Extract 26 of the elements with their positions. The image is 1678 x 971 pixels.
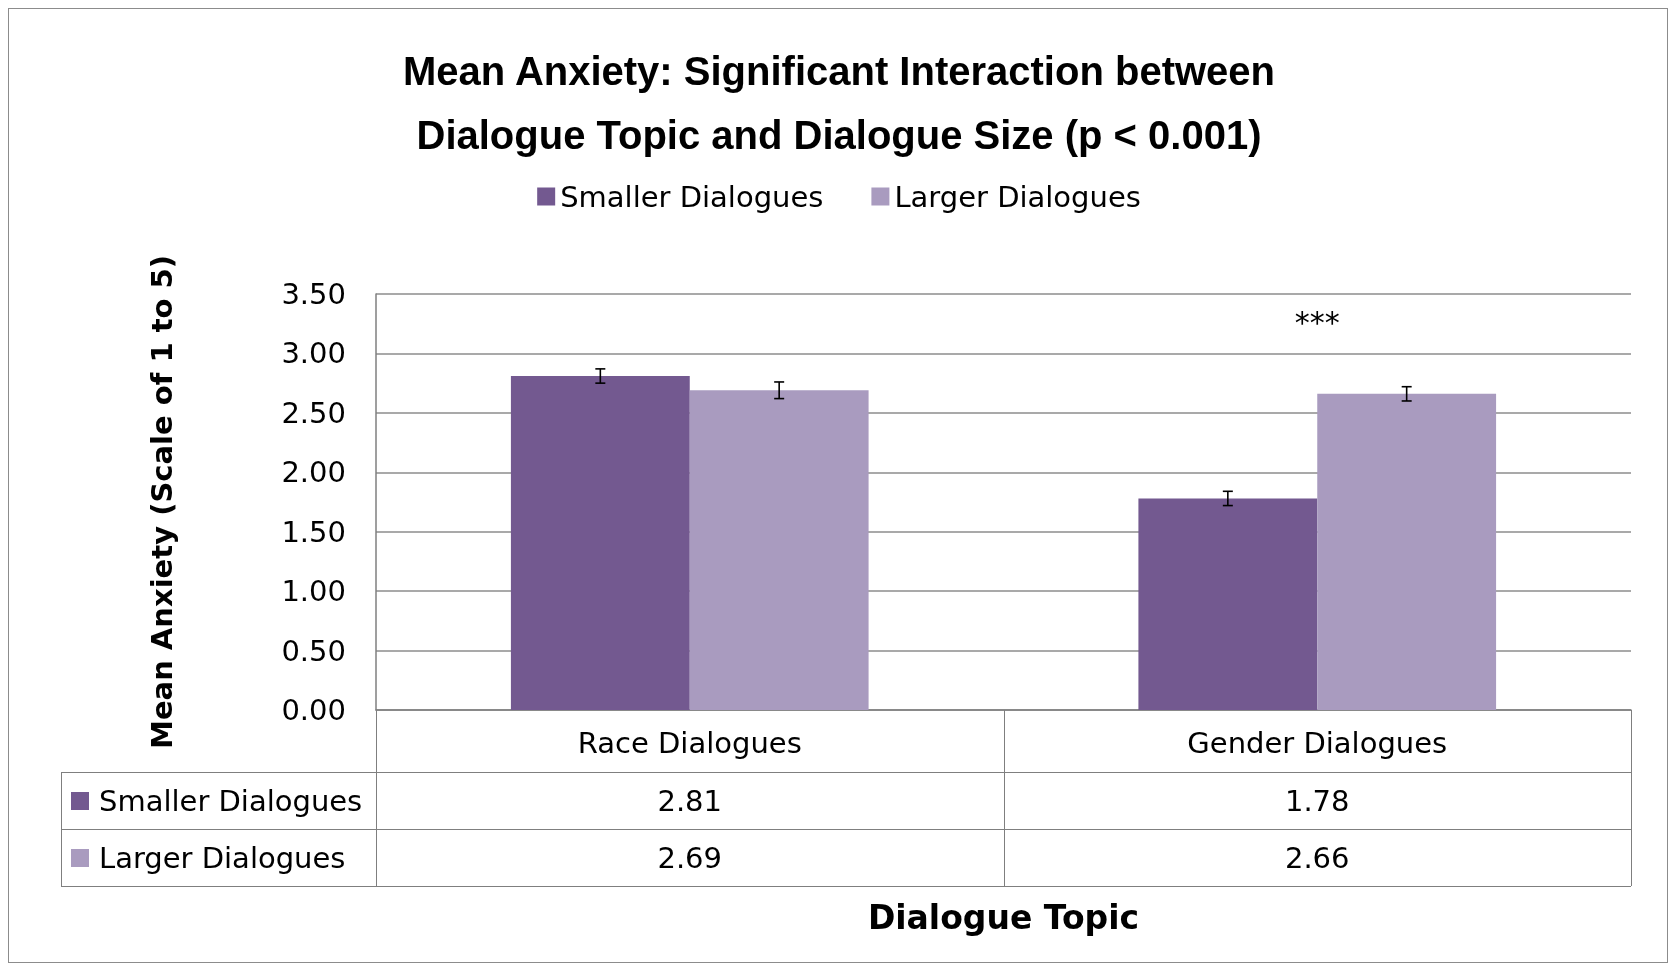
y-tick-label: 0.00 bbox=[281, 693, 346, 727]
x-tick-label: Race Dialogues bbox=[577, 725, 802, 760]
data-label: 2.69 bbox=[656, 839, 724, 877]
x-tick-label: Gender Dialogues bbox=[1187, 725, 1448, 760]
bar bbox=[689, 390, 869, 710]
data-label: 2.81 bbox=[656, 782, 724, 820]
annotation: *** bbox=[1294, 304, 1340, 340]
text: Smaller Dialogues bbox=[99, 783, 363, 818]
x-axis-title: Dialogue Topic bbox=[866, 898, 1141, 937]
y-tick-label: 1.50 bbox=[281, 514, 346, 549]
y-tick-label: 3.00 bbox=[281, 336, 346, 371]
y-axis-title: Mean Anxiety (Scale of 1 to 5) bbox=[144, 255, 179, 749]
bar bbox=[510, 376, 690, 710]
data-label: 2.66 bbox=[1283, 839, 1351, 877]
legend-label: Smaller Dialogues bbox=[560, 179, 824, 214]
y-tick-label: 2.50 bbox=[281, 395, 346, 430]
data-label: 1.78 bbox=[1283, 782, 1351, 820]
y-tick-label: 1.00 bbox=[281, 574, 346, 609]
y-tick-label: 2.00 bbox=[281, 455, 346, 490]
text: Larger Dialogues bbox=[99, 840, 346, 875]
y-tick-label: 0.50 bbox=[281, 633, 346, 668]
y-tick-label: 3.50 bbox=[281, 277, 346, 311]
legend-label: Larger Dialogues bbox=[894, 179, 1141, 214]
bar bbox=[1317, 393, 1497, 710]
chart-title: Mean Anxiety: Significant Interaction between Dialogue Topic and Dialogue Size (p < 0.001) bbox=[402, 48, 1276, 159]
bar bbox=[1138, 498, 1318, 710]
